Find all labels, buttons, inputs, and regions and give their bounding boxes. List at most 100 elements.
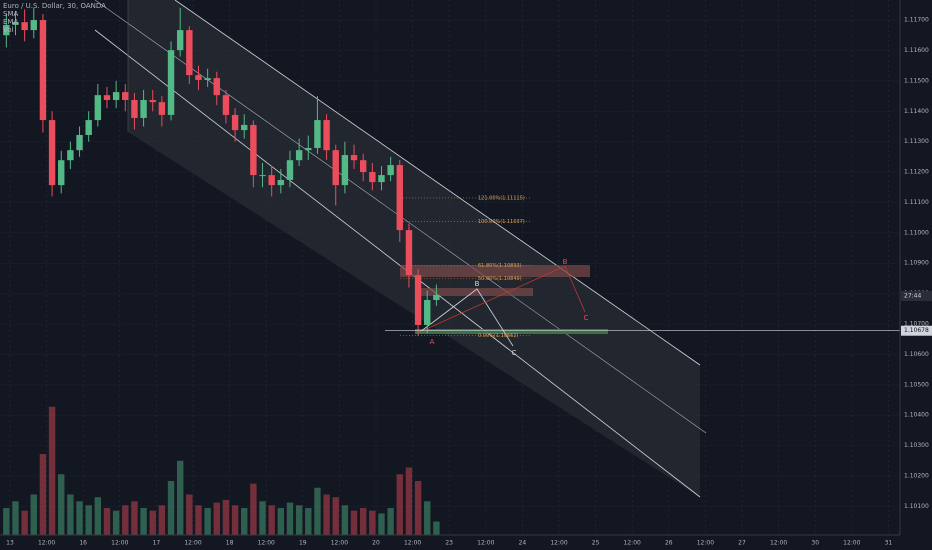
x-tick-label: 12:00 [697,540,714,547]
y-tick-label: 1.11300 [904,138,929,145]
volume-bar [250,483,257,535]
volume-bar [76,501,83,535]
candle-body [149,100,156,103]
y-tick-label: 1.11100 [904,199,929,206]
candle-body [112,92,120,101]
volume-bar [176,460,184,535]
x-tick-label: 12:00 [770,540,787,547]
wave-line [419,265,586,333]
candle-body [30,20,37,31]
volume-bar [433,521,440,535]
candle-body [131,100,138,118]
volume-bar [369,510,376,535]
candle-body [204,78,211,80]
y-tick-label: 1.10200 [904,473,929,480]
channel-bottom [94,29,701,498]
volume-bar [396,474,403,535]
volume-bar [48,406,56,535]
candle-body [158,102,166,115]
candle-body [396,165,403,231]
candle-body [167,50,175,115]
candle-body [12,22,19,25]
candle-body [58,160,65,186]
x-tick-label: 12:00 [624,540,641,547]
volume-bar [39,454,47,535]
x-tick-label: 12:00 [843,540,860,547]
volume-bar [103,508,111,535]
candle-body [176,30,184,51]
volume-bar [131,501,138,535]
candle-body [241,124,248,131]
candle-body [341,155,349,186]
wave-label: B [563,258,568,266]
zone-box [415,329,608,334]
volume-bar [204,508,211,535]
candle-body [286,160,294,180]
candle-body [67,150,74,161]
channel-fill [128,0,700,497]
volume-bar [186,494,193,535]
volume-bar [359,508,367,535]
candle-body [103,95,111,101]
channel-top [174,0,701,366]
fib-label: 61.80%(1.10893) [478,263,522,269]
x-tick-label: 12:00 [38,540,55,547]
volume-bar [3,508,10,535]
volume-bar [341,505,349,535]
x-tick-label: 23 [445,540,453,547]
candle-body [94,95,102,121]
indicator-label: Vol [3,26,14,34]
candle-body [433,294,440,301]
x-tick-label: 25 [592,540,600,547]
candle-body [85,120,92,135]
volume-bar [167,481,175,535]
fib-label: 50.00%(1.10849) [478,276,522,282]
fib-label: 121.00%(1.11115) [478,195,525,201]
volume-bar [378,513,385,535]
candle-body [140,100,147,118]
candle-body [359,160,367,173]
y-tick-label: 1.11700 [904,17,929,24]
candle-body [305,148,312,151]
candle-body [387,165,394,176]
wave-label: B [475,280,480,288]
candle-body [231,114,239,131]
candle-body [323,120,330,151]
volume-bar [259,501,266,535]
last-price-box [901,325,932,336]
volume-bar [332,497,339,535]
wave-label: C [584,314,589,322]
candle-body [213,78,220,96]
volume-bar [350,510,358,535]
volume-bar [112,510,120,535]
volume-bar [305,508,312,535]
marks: 121.00%(1.11115) 100.00%(1.11037) 61.80%(1… [3,7,900,535]
volume-bar [314,487,321,535]
candle-body [195,75,202,80]
zone-box [420,288,533,296]
candle-body [259,175,266,177]
candle-body [186,30,193,76]
wave-label: C [512,349,517,357]
candle-body [424,300,431,325]
volume-bar [149,510,156,535]
x-tick-label: 17 [153,540,161,547]
candle-body [39,20,47,121]
y-tick-label: 1.11400 [904,108,929,115]
volume-bar [21,510,28,535]
x-tick-label: 12:00 [331,540,348,547]
candle-body [122,92,129,101]
candle-body [369,172,376,183]
candle-body [378,175,385,183]
x-tick-label: 24 [519,540,527,547]
y-tick-label: 1.10900 [904,260,929,267]
x-tick-label: 18 [226,540,234,547]
x-tick-label: 12:00 [258,540,275,547]
volume-bar [241,508,248,535]
volume-bar [286,502,294,535]
countdown-box [901,291,932,301]
x-tick-label: 30 [811,540,819,547]
volume-bar [122,505,129,535]
candle-body [250,124,257,176]
candle-body [21,22,28,31]
